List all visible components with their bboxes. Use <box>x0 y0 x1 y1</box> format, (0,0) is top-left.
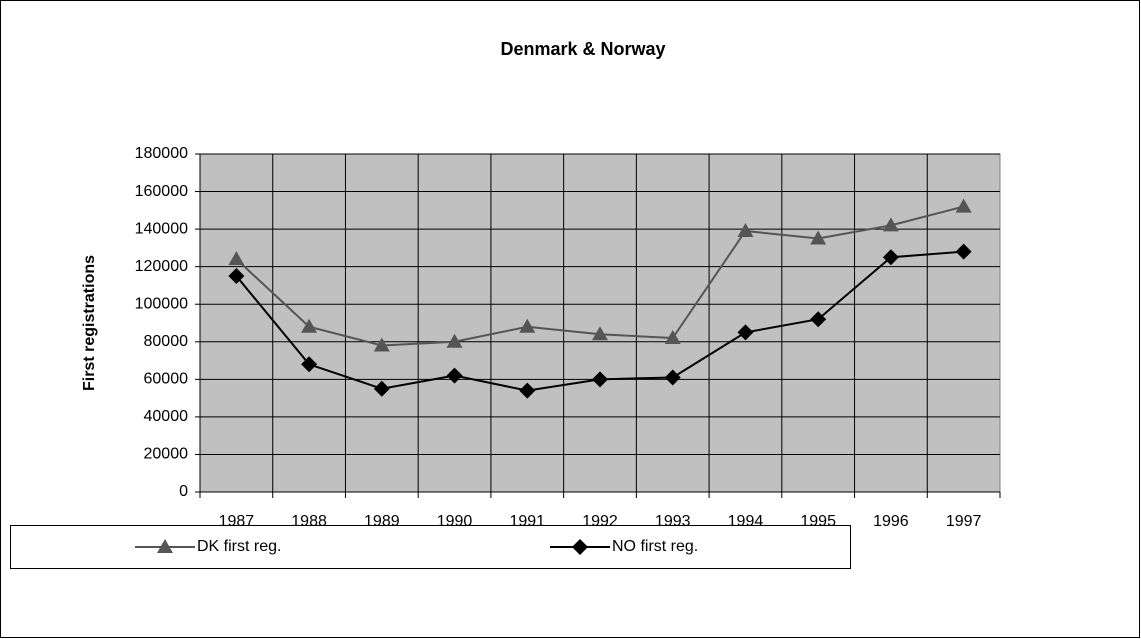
data-point <box>301 318 318 333</box>
data-point <box>737 222 754 237</box>
data-point <box>664 330 681 345</box>
y-tick-label: 40000 <box>144 408 189 425</box>
x-tick-label: 1987 <box>219 513 255 530</box>
y-tick-label: 180000 <box>135 145 188 162</box>
x-tick-label: 1988 <box>291 513 327 530</box>
data-point <box>301 356 318 373</box>
chart-title: Denmark & Norway <box>500 39 665 59</box>
y-tick-label: 120000 <box>135 258 188 275</box>
data-point <box>519 318 536 333</box>
legend-label: NO first reg. <box>612 538 698 555</box>
x-tick-label: 1994 <box>728 513 764 530</box>
data-point <box>446 333 463 348</box>
y-tick-label: 100000 <box>135 295 188 312</box>
data-point <box>228 251 245 266</box>
y-tick-label: 160000 <box>135 183 188 200</box>
data-point <box>882 249 899 266</box>
y-tick-label: 20000 <box>144 446 189 463</box>
x-tick-label: 1993 <box>655 513 691 530</box>
data-point <box>228 268 245 285</box>
x-tick-label: 1989 <box>364 513 400 530</box>
data-point <box>592 326 608 341</box>
plot-area <box>199 153 1001 493</box>
y-tick-label: 0 <box>179 483 188 500</box>
x-tick-label: 1990 <box>437 513 473 530</box>
data-point <box>810 230 827 245</box>
data-point <box>882 217 899 232</box>
data-point <box>373 337 390 352</box>
data-point <box>955 198 972 213</box>
x-tick-label: 1997 <box>946 513 982 530</box>
data-point <box>519 382 536 399</box>
x-tick-label: 1992 <box>582 513 618 530</box>
data-point <box>737 324 754 341</box>
y-axis-label: First registrations <box>81 255 98 391</box>
legend-marker <box>157 539 173 553</box>
data-point <box>810 311 827 328</box>
x-tick-label: 1996 <box>873 513 909 530</box>
data-point <box>955 243 972 260</box>
legend-marker <box>572 539 588 555</box>
data-point <box>446 367 463 384</box>
data-point <box>373 380 390 397</box>
y-tick-label: 60000 <box>144 371 189 388</box>
y-tick-label: 80000 <box>144 333 189 350</box>
legend-label: DK first reg. <box>197 538 281 555</box>
x-tick-label: 1995 <box>800 513 836 530</box>
data-point <box>592 371 608 388</box>
x-tick-label: 1991 <box>509 513 545 530</box>
y-tick-label: 140000 <box>135 220 188 237</box>
data-point <box>664 369 681 386</box>
